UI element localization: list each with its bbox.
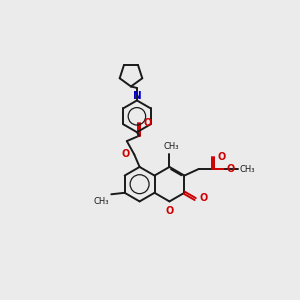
Text: CH₃: CH₃ (239, 164, 255, 173)
Text: O: O (227, 164, 235, 174)
Text: O: O (143, 118, 152, 128)
Text: O: O (165, 206, 174, 216)
Text: O: O (217, 152, 225, 161)
Text: N: N (133, 91, 141, 101)
Text: O: O (199, 193, 207, 202)
Text: CH₃: CH₃ (93, 197, 109, 206)
Text: O: O (122, 148, 130, 159)
Text: CH₃: CH₃ (163, 142, 179, 152)
